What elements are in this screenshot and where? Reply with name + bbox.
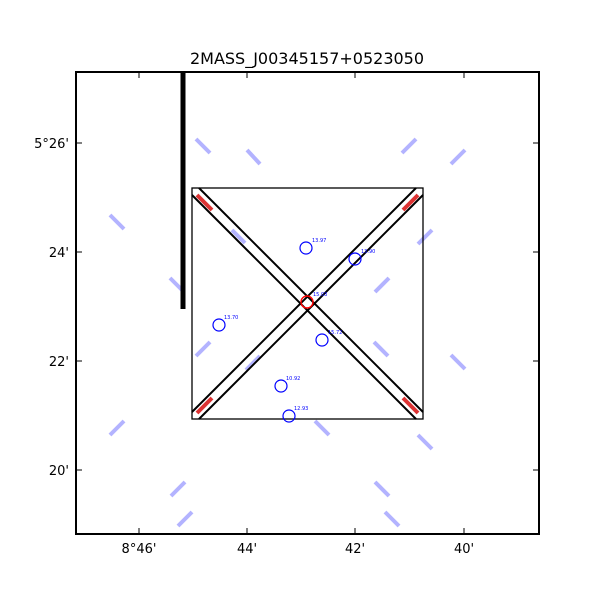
star-magnitude: 12.93 (294, 406, 308, 412)
spike-dash (383, 510, 401, 528)
x-tick-label: 40' (454, 542, 474, 557)
detector-field (191, 187, 424, 420)
cross-accents (195, 193, 420, 415)
star-magnitude: 13.97 (312, 238, 326, 244)
plot-frame (75, 71, 540, 535)
x-tick-label: 44' (237, 542, 257, 557)
x-tick-label: 42' (345, 542, 365, 557)
spike-dash (244, 354, 262, 372)
accent-mark (195, 396, 214, 415)
spike-dash (449, 148, 467, 166)
field-cross (191, 187, 424, 420)
star-magnitude: 15.72 (328, 330, 342, 336)
cross-line (198, 187, 424, 413)
spike-dash (194, 137, 212, 155)
spike-dash (449, 353, 467, 371)
accent-mark (401, 396, 420, 415)
accent-mark (401, 193, 420, 212)
accent-mark (195, 193, 214, 212)
spike-dash (400, 137, 418, 155)
star-magnitude: 13.70 (224, 315, 238, 321)
y-tick-label: 24' (49, 246, 69, 261)
star-marker (282, 409, 296, 423)
spike-dash (194, 340, 212, 358)
x-tick-label: 8°46' (122, 542, 157, 557)
star-magnitude: 13.90 (361, 249, 375, 255)
diffraction-spikes (108, 137, 467, 528)
spike-dash (169, 480, 187, 498)
target-magnitude: 15.03 (313, 292, 327, 298)
star-marker (274, 379, 288, 393)
star-magnitude: 10.92 (286, 376, 300, 382)
y-tick-label: 20' (49, 464, 69, 479)
spike-dash (176, 510, 194, 528)
spike-dash (230, 228, 247, 245)
spike-dash (373, 276, 391, 294)
spike-dash (108, 213, 126, 231)
spike-dash (372, 340, 390, 358)
y-axis-ticks (76, 142, 539, 471)
star-marker (315, 333, 329, 347)
stars (212, 241, 362, 423)
magnitude-labels: 13.97 13.90 13.70 15.72 10.92 12.93 15.0… (224, 238, 375, 412)
x-axis-labels: 8°46' 44' 42' 40' (122, 542, 475, 557)
star-marker (299, 241, 313, 255)
spike-dash (245, 148, 262, 166)
spike-dash (416, 433, 434, 451)
star-marker (348, 252, 362, 266)
spike-dash (373, 480, 391, 498)
star-marker (212, 318, 226, 332)
chart-title: 2MASS_J00345157+0523050 (190, 49, 424, 69)
cross-line (191, 187, 417, 413)
target-marker (300, 295, 314, 309)
x-axis-ticks (138, 72, 465, 534)
spike-dash (108, 419, 126, 437)
y-tick-label: 22' (49, 355, 69, 370)
spike-dash (416, 228, 434, 246)
y-tick-label: 5°26' (34, 137, 69, 152)
y-axis-labels: 5°26' 24' 22' 20' (34, 137, 69, 479)
spike-dash (313, 419, 331, 437)
